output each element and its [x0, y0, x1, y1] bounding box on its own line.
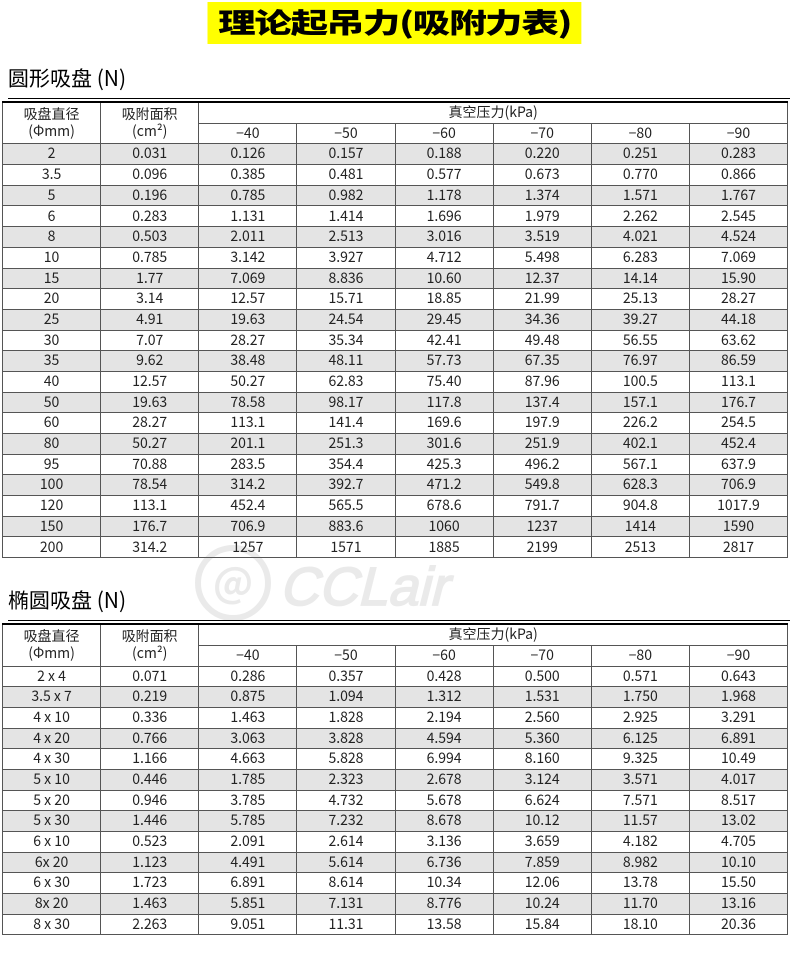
svg-text:CCLair: CCLair: [279, 557, 455, 617]
svg-text:@: @: [213, 551, 253, 609]
